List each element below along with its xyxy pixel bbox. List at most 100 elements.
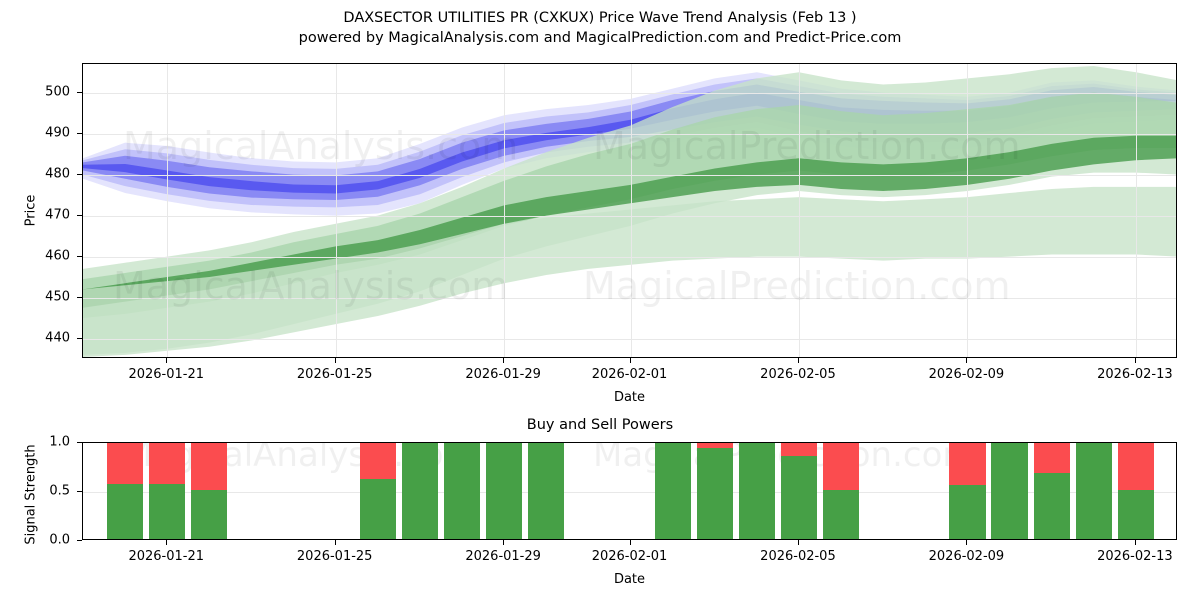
price-y-tick-label: 440 [45,330,70,345]
bars-y-axis-label: Signal Strength [23,444,39,545]
bars-x-tick-label: 2026-01-29 [465,549,541,564]
buy-power-segment [822,490,860,539]
bars-x-tick-label: 2026-02-09 [928,549,1005,564]
bars-x-tick-mark [503,540,505,545]
signal-bar[interactable] [191,443,228,539]
sell-power-segment [1117,443,1154,490]
signal-bar[interactable] [401,443,439,539]
price-gridline-v [630,64,632,357]
buy-power-segment [1075,443,1112,539]
price-x-tick-mark [629,358,631,363]
price-x-tick-label: 2026-01-25 [296,367,373,382]
buy-power-segment [191,490,228,539]
signal-bar[interactable] [991,443,1028,539]
buy-power-segment [401,443,439,539]
sell-power-segment [359,443,396,480]
signal-bar[interactable] [654,443,691,539]
price-gridline-v [967,64,969,357]
signal-bar[interactable] [738,443,775,539]
signal-bar[interactable] [486,443,523,539]
sell-power-segment [696,443,733,448]
signal-bar[interactable] [822,443,860,539]
title-line-primary: DAXSECTOR UTILITIES PR (CXKUX) Price Wav… [343,10,857,26]
signal-bar[interactable] [696,443,733,539]
price-gridline-h [83,338,1176,340]
price-x-tick-mark [966,358,968,363]
title-line-secondary: powered by MagicalAnalysis.com and Magic… [298,30,902,46]
price-gridline-h [83,215,1176,217]
bars-y-tick-label: 1.0 [49,434,70,450]
bars-y-tick-label: 0.5 [49,483,70,499]
buy-power-segment [1117,490,1154,539]
buy-power-segment [738,443,775,539]
price-gridline-h [83,92,1176,94]
buy-power-segment [991,443,1028,539]
price-x-tick-mark [797,358,799,363]
page-title: DAXSECTOR UTILITIES PR (CXKUX) Price Wav… [0,8,1200,48]
price-gridline-h [83,133,1176,135]
buy-power-segment [1033,473,1070,539]
signal-bar[interactable] [1033,443,1070,539]
signal-bar[interactable] [1117,443,1154,539]
bars-x-tick-mark [629,540,631,545]
bars-y-tick-mark [77,442,82,443]
buy-power-segment [443,443,481,539]
signal-bar[interactable] [149,443,186,539]
buy-power-segment [359,479,396,539]
price-x-tick-mark [503,358,505,363]
price-gridline-v [504,64,506,357]
price-y-tick-mark [77,255,82,257]
bars-x-tick-label: 2026-02-01 [591,549,668,564]
price-y-tick-mark [77,296,82,298]
signal-bar[interactable] [528,443,565,539]
price-x-tick-label: 2026-02-09 [928,367,1005,382]
buy-power-segment [780,455,818,539]
signal-bar[interactable] [949,443,986,539]
price-x-tick-label: 2026-02-13 [1097,367,1173,382]
price-x-tick-label: 2026-02-01 [591,367,668,382]
price-y-tick-label: 460 [45,248,70,264]
buy-power-segment [149,484,186,539]
wave-band-green-wave-core [83,135,1176,308]
price-x-axis-label: Date [613,390,646,405]
signal-bar[interactable] [1075,443,1112,539]
signal-bar[interactable] [359,443,396,539]
price-gridline-h [83,297,1176,299]
bars-x-tick-label: 2026-01-21 [128,549,204,564]
bars-x-tick-label: 2026-02-13 [1097,549,1173,564]
sell-power-segment [949,443,986,486]
signal-bar[interactable] [443,443,481,539]
bars-x-tick-mark [966,540,968,545]
bars-gridline-h [83,492,1176,493]
price-y-tick-mark [77,132,82,134]
bar-chart-title: Buy and Sell Powers [526,417,674,433]
sell-power-segment [149,443,186,485]
signal-bar[interactable] [780,443,818,539]
bars-y-tick-mark [77,540,82,541]
price-x-tick-mark [166,358,168,363]
bars-y-tick-mark [77,491,82,492]
price-y-axis-label: Price [23,194,39,227]
price-y-tick-mark [77,214,82,216]
buy-sell-powers-chart: MagicalAnalysis.com MagicalPrediction.co… [82,442,1177,540]
bars-x-tick-mark [334,540,336,545]
price-x-tick-label: 2026-01-21 [128,367,204,382]
price-y-tick-label: 500 [45,84,70,100]
bars-x-tick-mark [166,540,168,545]
sell-power-segment [107,443,144,485]
price-gridline-h [83,256,1176,258]
buy-power-segment [528,443,565,539]
buy-power-segment [949,485,986,539]
price-gridline-v [335,64,337,357]
bars-x-tick-mark [1134,540,1136,545]
buy-power-segment [696,447,733,539]
signal-bar[interactable] [107,443,144,539]
bars-x-tick-label: 2026-02-05 [760,549,836,564]
bars-y-tick-label: 0.0 [49,532,70,548]
sell-power-segment [191,443,228,490]
price-gridline-v [1135,64,1137,357]
sell-power-segment [1033,443,1070,474]
price-y-tick-mark [77,337,82,339]
price-x-tick-mark [334,358,336,363]
